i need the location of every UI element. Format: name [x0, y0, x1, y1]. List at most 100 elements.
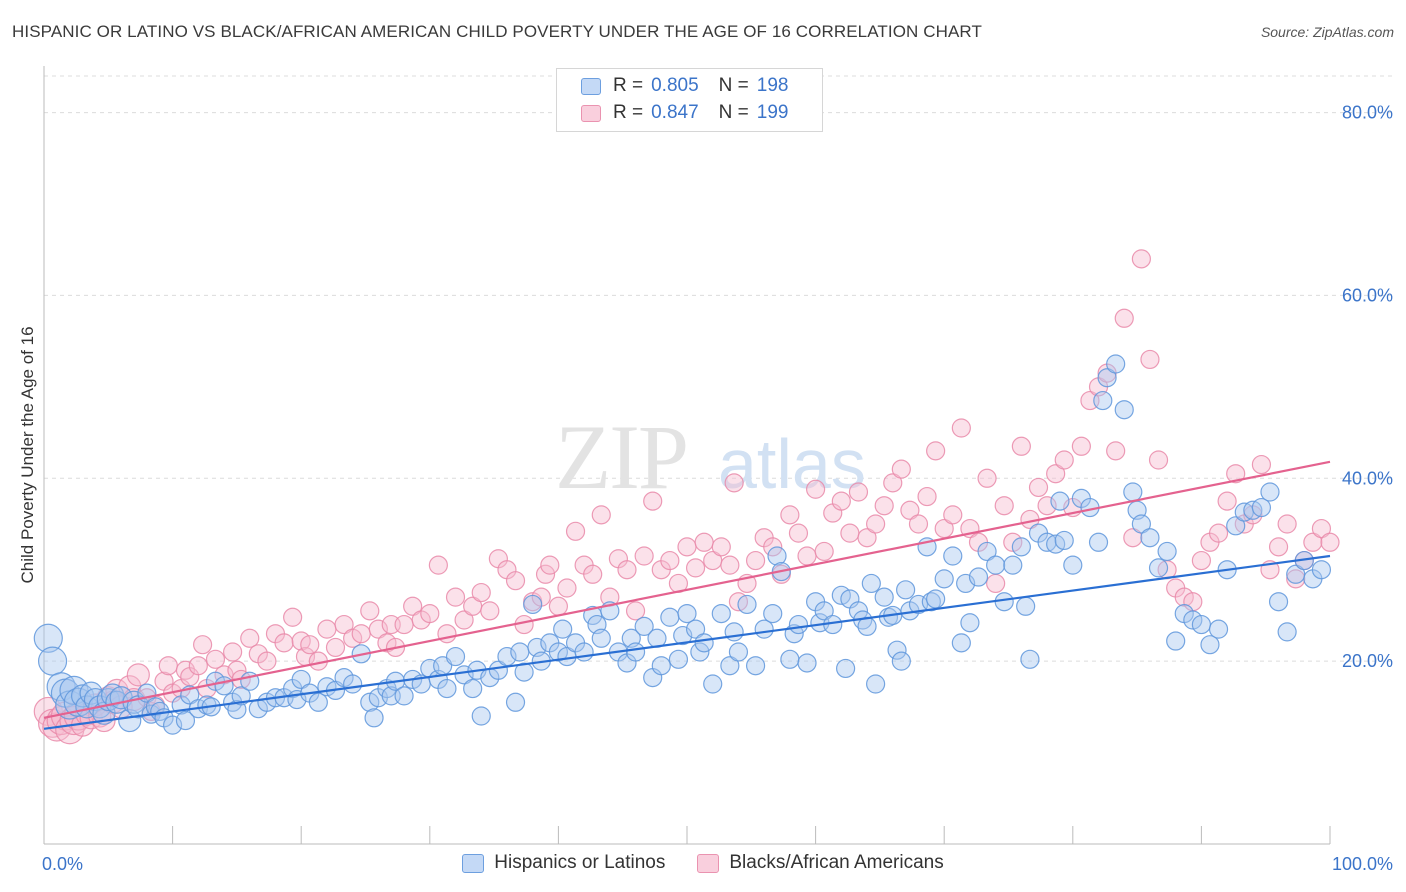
legend-item-hispanics[interactable]: Hispanics or Latinos	[462, 852, 665, 874]
legend-label-blacks: Blacks/African Americans	[729, 852, 944, 873]
data-point-hispanics	[505, 692, 526, 712]
data-point-hispanics	[836, 658, 856, 679]
data-point-blacks	[505, 571, 526, 591]
data-point-hispanics	[780, 649, 800, 669]
data-point-blacks	[1131, 249, 1151, 269]
data-point-blacks	[660, 550, 680, 571]
data-point-blacks	[193, 635, 213, 655]
data-point-hispanics	[1131, 514, 1151, 534]
watermark-atlas: atlas	[718, 425, 866, 503]
data-point-blacks	[788, 523, 809, 543]
data-point-hispanics	[343, 674, 363, 694]
legend-label-hispanics: Hispanics or Latinos	[494, 852, 666, 873]
data-point-hispanics	[553, 619, 573, 639]
legend-r-value: 0.805	[651, 75, 699, 96]
data-point-blacks	[188, 656, 208, 676]
data-point-hispanics	[37, 646, 68, 676]
data-point-blacks	[900, 500, 920, 520]
y-tick-labels: 20.0% 40.0% 60.0% 80.0%	[1342, 103, 1393, 672]
data-point-hispanics	[861, 573, 881, 594]
data-point-hispanics	[1183, 610, 1203, 630]
data-point-blacks	[711, 537, 731, 557]
data-point-hispanics	[1277, 622, 1297, 642]
data-point-blacks	[1277, 514, 1297, 534]
data-point-blacks	[535, 564, 556, 584]
data-point-hispanics	[1016, 596, 1036, 616]
data-point-hispanics	[874, 587, 894, 607]
axes	[43, 66, 1331, 845]
data-point-hispanics	[118, 708, 142, 733]
data-point-blacks	[1217, 491, 1237, 511]
data-point-blacks	[325, 637, 346, 658]
data-point-blacks	[694, 532, 714, 552]
data-point-blacks	[866, 514, 886, 534]
data-point-blacks	[257, 651, 277, 671]
data-point-hispanics	[364, 708, 384, 728]
data-point-blacks	[591, 505, 611, 525]
data-point-hispanics	[677, 603, 697, 624]
y-tick-label: 60.0%	[1342, 285, 1393, 305]
legend-r-label: R =	[613, 102, 644, 123]
data-point-blacks	[420, 603, 440, 624]
data-point-blacks	[1140, 349, 1160, 370]
chart-title: HISPANIC OR LATINO VS BLACK/AFRICAN AMER…	[12, 22, 982, 41]
data-point-blacks	[745, 550, 766, 571]
legend-item-blacks[interactable]: Blacks/African Americans	[697, 852, 944, 874]
data-point-hispanics	[100, 683, 125, 707]
data-point-hispanics	[445, 646, 466, 667]
data-point-hispanics	[788, 614, 809, 635]
data-point-blacks	[763, 537, 783, 557]
data-point-blacks	[848, 482, 869, 502]
data-point-hispanics	[548, 642, 569, 662]
data-point-hispanics	[943, 546, 963, 566]
data-point-hispanics	[291, 669, 311, 690]
watermark: ZIP atlas	[555, 406, 866, 508]
data-point-blacks	[480, 601, 500, 621]
data-point-blacks	[1303, 532, 1323, 552]
data-point-blacks	[677, 537, 697, 557]
data-point-hispanics	[1097, 368, 1117, 388]
data-point-hispanics	[625, 642, 646, 662]
data-point-hispanics	[1311, 560, 1332, 580]
data-point-hispanics	[1140, 528, 1160, 548]
data-point-hispanics	[1191, 614, 1212, 635]
data-point-blacks	[883, 473, 903, 493]
data-point-hispanics	[651, 656, 671, 676]
data-point-hispanics	[454, 665, 474, 685]
data-point-blacks	[805, 479, 826, 499]
watermark-zip: ZIP	[555, 406, 687, 508]
data-point-blacks	[797, 546, 817, 566]
data-point-blacks	[334, 614, 354, 635]
x-tick-label-min: 0.0%	[42, 854, 83, 874]
legend-n-value: 199	[756, 102, 789, 123]
data-point-hispanics	[887, 640, 907, 660]
trend-lines	[43, 460, 1331, 730]
data-point-hispanics	[634, 616, 654, 637]
series-legend: Hispanics or Latinos Blacks/African Amer…	[0, 852, 1406, 874]
data-point-blacks	[1148, 450, 1169, 470]
data-point-hispanics	[308, 692, 328, 712]
trend-line-blacks	[43, 460, 1331, 719]
data-point-hispanics	[33, 623, 63, 653]
data-point-blacks	[634, 546, 654, 566]
data-point-hispanics	[437, 678, 457, 699]
data-point-hispanics	[767, 546, 787, 566]
data-point-blacks	[548, 596, 569, 616]
data-point-hispanics	[934, 569, 954, 589]
data-point-hispanics	[1011, 537, 1031, 557]
data-point-blacks	[1114, 308, 1134, 328]
data-point-hispanics	[926, 589, 946, 609]
data-point-hispanics	[574, 642, 594, 662]
data-point-blacks	[1251, 454, 1272, 475]
data-point-hispanics	[1148, 558, 1169, 578]
data-point-hispanics	[514, 662, 534, 682]
data-point-blacks	[471, 582, 491, 603]
data-point-blacks	[926, 441, 946, 461]
data-point-blacks	[454, 610, 474, 630]
data-point-blacks	[1208, 523, 1229, 543]
data-point-blacks	[1226, 464, 1246, 484]
legend-swatch-pink	[581, 104, 601, 122]
legend-swatch-blue	[581, 77, 601, 95]
data-point-blacks	[368, 619, 388, 639]
data-point-hispanics	[1114, 400, 1134, 420]
